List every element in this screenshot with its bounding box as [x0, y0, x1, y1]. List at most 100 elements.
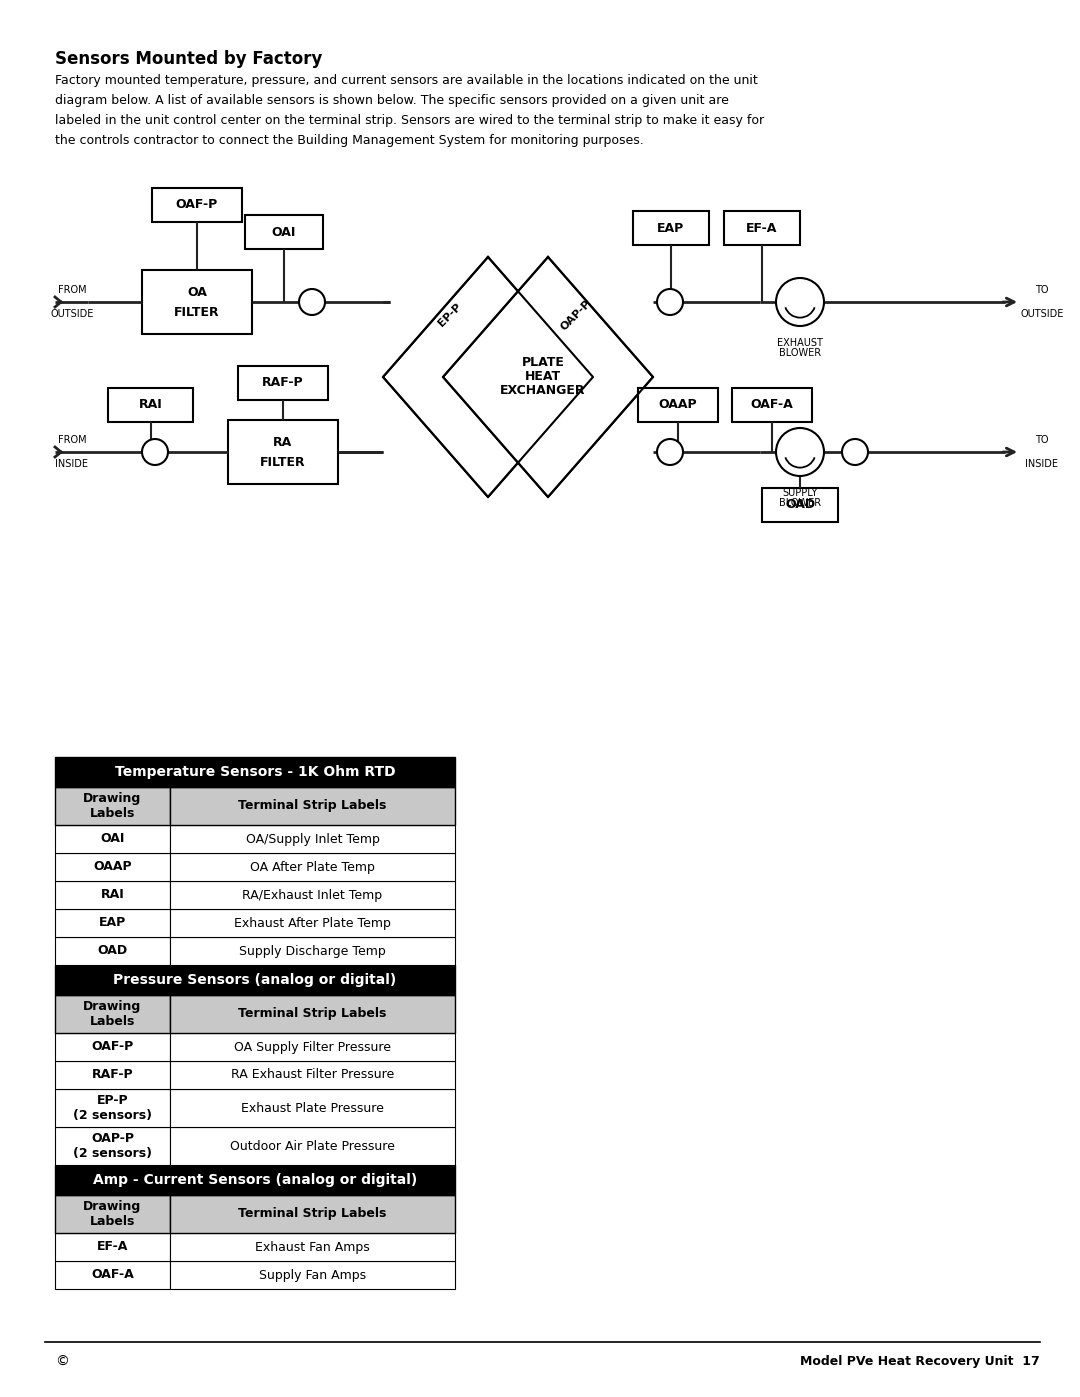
- Circle shape: [141, 439, 168, 465]
- Bar: [170, 826, 455, 854]
- Text: OAF-A: OAF-A: [751, 398, 794, 412]
- Text: EP-P: EP-P: [436, 302, 463, 328]
- Text: TO: TO: [1036, 285, 1049, 295]
- Text: RAI: RAI: [100, 888, 124, 901]
- Text: OA: OA: [187, 285, 207, 299]
- Bar: [245, 215, 323, 249]
- Text: Terminal Strip Labels: Terminal Strip Labels: [239, 1007, 387, 1020]
- Text: Drawing
Labels: Drawing Labels: [83, 792, 141, 820]
- Bar: [108, 388, 193, 422]
- Bar: [170, 787, 455, 826]
- Bar: [55, 995, 170, 1032]
- Text: OAAP: OAAP: [659, 398, 698, 412]
- Bar: [55, 1165, 455, 1194]
- Text: labeled in the unit control center on the terminal strip. Sensors are wired to t: labeled in the unit control center on th…: [55, 115, 765, 127]
- Text: EF-A: EF-A: [746, 222, 778, 235]
- Text: ©: ©: [55, 1355, 69, 1369]
- Bar: [55, 854, 170, 882]
- Text: Amp - Current Sensors (analog or digital): Amp - Current Sensors (analog or digital…: [93, 1173, 417, 1187]
- Text: OA/Supply Inlet Temp: OA/Supply Inlet Temp: [245, 833, 379, 845]
- Bar: [170, 1090, 455, 1127]
- Text: OAD: OAD: [97, 944, 127, 957]
- Text: RA Exhaust Filter Pressure: RA Exhaust Filter Pressure: [231, 1069, 394, 1081]
- Text: INSIDE: INSIDE: [1026, 460, 1058, 469]
- Bar: [170, 995, 455, 1032]
- Text: RAF-P: RAF-P: [262, 377, 303, 390]
- Bar: [170, 1261, 455, 1289]
- Text: OA After Plate Temp: OA After Plate Temp: [251, 861, 375, 873]
- Text: OAP-P: OAP-P: [558, 298, 593, 332]
- Circle shape: [299, 289, 325, 314]
- Bar: [55, 1261, 170, 1289]
- Text: OA Supply Filter Pressure: OA Supply Filter Pressure: [234, 1041, 391, 1053]
- Text: BLOWER: BLOWER: [779, 497, 821, 509]
- Text: INSIDE: INSIDE: [55, 460, 89, 469]
- Bar: [732, 388, 812, 422]
- Text: EAP: EAP: [99, 916, 126, 929]
- Bar: [55, 787, 170, 826]
- Text: EXHAUST: EXHAUST: [778, 338, 823, 348]
- Bar: [170, 1032, 455, 1060]
- Bar: [638, 388, 718, 422]
- Text: Supply Fan Amps: Supply Fan Amps: [259, 1268, 366, 1281]
- Text: Exhaust After Plate Temp: Exhaust After Plate Temp: [234, 916, 391, 929]
- Text: Drawing
Labels: Drawing Labels: [83, 1000, 141, 1028]
- Text: Model PVe Heat Recovery Unit  17: Model PVe Heat Recovery Unit 17: [800, 1355, 1040, 1369]
- Text: RAI: RAI: [138, 398, 162, 412]
- Text: Temperature Sensors - 1K Ohm RTD: Temperature Sensors - 1K Ohm RTD: [114, 766, 395, 780]
- Bar: [55, 1234, 170, 1261]
- Text: FROM: FROM: [57, 434, 86, 446]
- Bar: [633, 211, 708, 244]
- Bar: [55, 1090, 170, 1127]
- Text: OAP-P
(2 sensors): OAP-P (2 sensors): [73, 1132, 152, 1160]
- Text: OAF-P: OAF-P: [176, 198, 218, 211]
- Polygon shape: [383, 257, 593, 497]
- Circle shape: [657, 289, 683, 314]
- Bar: [55, 882, 170, 909]
- Circle shape: [657, 439, 683, 465]
- Text: OAD: OAD: [785, 499, 815, 511]
- Bar: [55, 1194, 170, 1234]
- Bar: [55, 1127, 170, 1165]
- Text: OAI: OAI: [100, 833, 124, 845]
- Text: OAF-A: OAF-A: [91, 1268, 134, 1281]
- Bar: [55, 937, 170, 965]
- Bar: [170, 854, 455, 882]
- Text: RA/Exhaust Inlet Temp: RA/Exhaust Inlet Temp: [242, 888, 382, 901]
- Text: TO: TO: [1036, 434, 1049, 446]
- Bar: [170, 882, 455, 909]
- Bar: [228, 420, 338, 483]
- Text: FILTER: FILTER: [174, 306, 220, 319]
- Text: FILTER: FILTER: [260, 455, 306, 468]
- Text: RA: RA: [273, 436, 293, 448]
- Text: diagram below. A list of available sensors is shown below. The specific sensors : diagram below. A list of available senso…: [55, 94, 729, 108]
- Bar: [55, 965, 455, 995]
- Bar: [170, 1234, 455, 1261]
- Bar: [238, 366, 328, 400]
- Circle shape: [842, 439, 868, 465]
- Bar: [55, 826, 170, 854]
- Text: OAAP: OAAP: [93, 861, 132, 873]
- Text: OUTSIDE: OUTSIDE: [1021, 309, 1064, 319]
- Bar: [170, 1194, 455, 1234]
- Text: Sensors Mounted by Factory: Sensors Mounted by Factory: [55, 50, 322, 68]
- Text: PLATE: PLATE: [522, 356, 565, 369]
- Text: Pressure Sensors (analog or digital): Pressure Sensors (analog or digital): [113, 972, 396, 988]
- Text: Terminal Strip Labels: Terminal Strip Labels: [239, 1207, 387, 1221]
- Bar: [55, 757, 455, 787]
- Bar: [141, 270, 252, 334]
- Bar: [55, 1032, 170, 1060]
- Text: BLOWER: BLOWER: [779, 348, 821, 358]
- Circle shape: [777, 427, 824, 476]
- Text: EAP: EAP: [658, 222, 685, 235]
- Text: Exhaust Fan Amps: Exhaust Fan Amps: [255, 1241, 369, 1253]
- Bar: [55, 1060, 170, 1090]
- Text: Exhaust Plate Pressure: Exhaust Plate Pressure: [241, 1101, 383, 1115]
- Bar: [170, 1127, 455, 1165]
- Text: Factory mounted temperature, pressure, and current sensors are available in the : Factory mounted temperature, pressure, a…: [55, 74, 758, 87]
- Text: HEAT: HEAT: [525, 370, 562, 384]
- Bar: [762, 488, 838, 522]
- Text: Terminal Strip Labels: Terminal Strip Labels: [239, 799, 387, 813]
- Bar: [170, 937, 455, 965]
- Bar: [55, 909, 170, 937]
